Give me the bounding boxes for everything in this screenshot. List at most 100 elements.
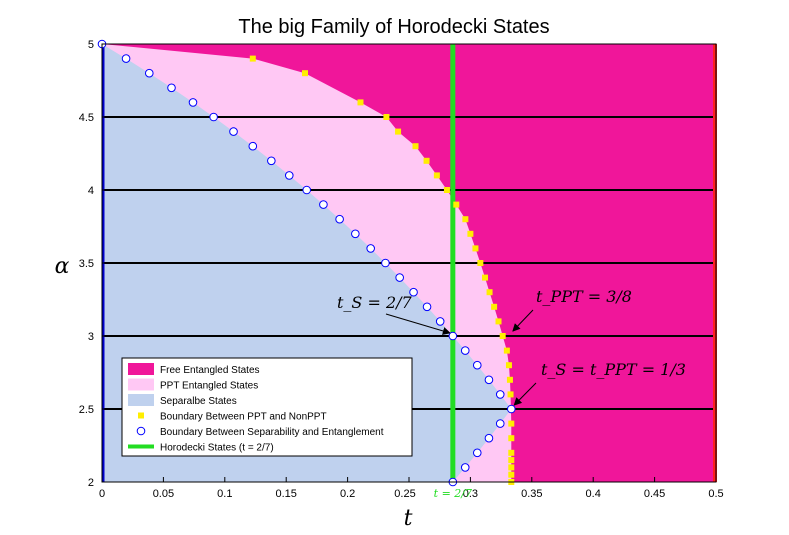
ppt-boundary-marker — [508, 471, 515, 478]
separability-boundary-marker — [229, 127, 238, 136]
separability-boundary-marker — [319, 200, 328, 209]
legend-circle-marker — [136, 426, 146, 436]
separability-boundary-marker — [472, 360, 482, 370]
legend-label: Horodecki States (t = 2/7) — [160, 443, 274, 454]
y-tick-label: 4.5 — [79, 112, 94, 124]
ppt-boundary-marker — [453, 201, 460, 208]
y-tick-label: 2.5 — [79, 404, 94, 416]
separability-boundary-marker — [460, 463, 470, 472]
x-tick-label: 0.15 — [275, 488, 296, 500]
separability-boundary-marker — [366, 244, 375, 253]
separability-boundary-marker — [409, 287, 418, 297]
y-tick-label: 3.5 — [79, 258, 94, 270]
separability-boundary-marker — [284, 171, 294, 180]
separability-boundary-marker — [351, 229, 360, 239]
legend-label: Separalbe States — [160, 396, 237, 407]
chart-title: The big Family of Horodecki States — [238, 16, 549, 38]
separability-boundary-marker — [248, 141, 258, 151]
separability-boundary-marker — [121, 54, 131, 63]
separability-boundary-marker — [484, 375, 494, 385]
x-tick-label: 0.05 — [153, 488, 174, 500]
separability-boundary-marker — [381, 258, 390, 268]
separability-boundary-marker — [448, 331, 458, 341]
x-axis-label: t — [404, 506, 413, 531]
annotations: t_S = 2/7 t_PPT = 3/8 t_S = t_PPT = 1/3 — [337, 287, 686, 406]
y-tick-label: 3 — [88, 331, 94, 343]
x-tick-label: 0.4 — [586, 488, 601, 500]
legend-patch — [128, 363, 154, 375]
ppt-boundary-marker — [495, 318, 502, 325]
ppt-boundary-marker — [508, 435, 515, 442]
legend-label: Free Entangled States — [160, 365, 260, 376]
separability-boundary-marker — [209, 112, 218, 122]
ppt-boundary-marker — [467, 230, 474, 237]
annotation-text-1: t_PPT = 3/8 — [536, 287, 632, 306]
annotation-text-0: t_S = 2/7 — [337, 293, 413, 312]
annotation-arrow-1 — [512, 309, 534, 332]
y-tick-label: 2 — [88, 477, 94, 489]
y-tick-label: 5 — [88, 39, 94, 51]
x-tick-label: 0.5 — [708, 488, 723, 500]
separability-boundary-marker — [395, 273, 404, 282]
ppt-boundary-marker — [503, 347, 510, 354]
x-tick-label: 0.1 — [217, 488, 232, 500]
x-tick-label: 0.3 — [463, 488, 478, 500]
axes: 0 0.05 0.1 0.15 0.2 0.25 0.3 0.35 0.4 0.45 0.5 t = … — [79, 39, 724, 500]
ppt-boundary-marker — [462, 216, 469, 223]
ppt-boundary-marker — [395, 128, 402, 135]
ppt-boundary-marker — [491, 303, 498, 310]
ppt-boundary-marker — [508, 420, 515, 427]
separability-boundary-marker — [435, 317, 445, 326]
legend-patch — [128, 394, 154, 406]
ppt-boundary-marker — [486, 289, 493, 296]
separability-boundary-marker — [422, 302, 432, 312]
ppt-boundary-marker — [505, 362, 512, 369]
separability-boundary-marker — [460, 346, 470, 355]
y-axis-label: α — [55, 254, 70, 279]
ppt-boundary-marker — [477, 260, 484, 266]
separability-boundary-marker — [472, 448, 482, 458]
annotation-arrow-0 — [385, 313, 451, 335]
separability-boundary-marker — [144, 68, 154, 78]
ppt-boundary-marker — [357, 99, 364, 106]
separability-boundary-marker — [484, 433, 494, 443]
separability-boundary-marker — [167, 83, 176, 93]
legend-patch — [128, 378, 154, 391]
x-tick-label: 0.35 — [521, 488, 542, 500]
ppt-boundary-marker — [433, 172, 440, 179]
x-tick-label: 0 — [99, 488, 105, 500]
legend: Free Entangled States PPT Entangled State… — [121, 357, 413, 457]
separability-boundary-marker — [495, 390, 505, 399]
legend-label: PPT Entangled States — [160, 381, 258, 392]
annotation-text-2: t_S = t_PPT = 1/3 — [541, 360, 686, 379]
ppt-boundary-marker — [423, 157, 430, 164]
ppt-boundary-marker — [249, 55, 256, 62]
annotation-arrow-2 — [513, 382, 537, 406]
ppt-boundary-marker — [508, 464, 515, 471]
legend-square-marker — [138, 412, 144, 419]
ppt-boundary-marker — [507, 391, 514, 398]
separability-boundary-marker — [335, 214, 344, 224]
ppt-boundary-marker — [443, 187, 450, 193]
x-tick-label-horodecki: t = 2/7 — [434, 487, 472, 500]
separability-boundary-marker — [267, 156, 276, 166]
legend-label: Boundary Between Separability and Entang… — [160, 427, 384, 438]
y-tick-label: 4 — [88, 185, 94, 197]
ppt-boundary-marker — [472, 245, 479, 252]
ppt-boundary-marker — [499, 333, 506, 339]
ppt-boundary-marker — [508, 457, 515, 464]
legend-box — [121, 357, 413, 457]
separability-boundary-marker — [188, 98, 198, 107]
ppt-boundary-marker — [482, 274, 489, 281]
x-tick-label: 0.25 — [394, 488, 415, 500]
ppt-boundary-marker — [383, 114, 390, 120]
ppt-boundary-marker — [412, 143, 419, 150]
separability-boundary-marker — [302, 185, 312, 195]
x-tick-label: 0.45 — [644, 488, 665, 500]
ppt-boundary-marker — [508, 449, 515, 456]
x-tick-label: 0.2 — [340, 488, 355, 500]
separability-boundary-marker — [506, 404, 516, 414]
ppt-boundary-marker — [301, 70, 308, 77]
legend-label: Boundary Between PPT and NonPPT — [160, 412, 327, 423]
